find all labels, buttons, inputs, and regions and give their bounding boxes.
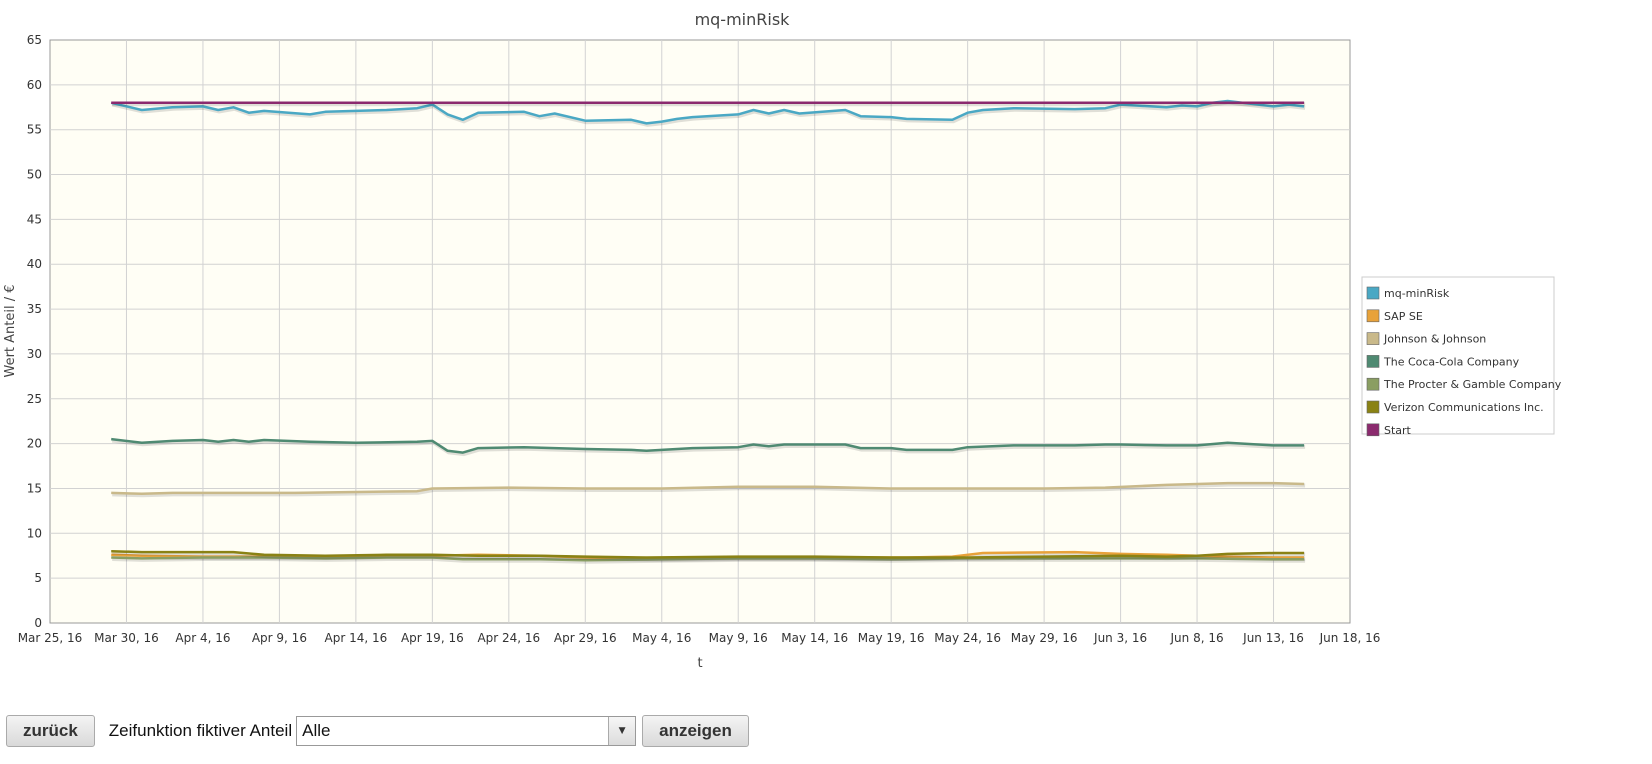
legend-item-label[interactable]: The Procter & Gamble Company <box>1383 378 1562 391</box>
y-tick-label: 10 <box>27 526 42 540</box>
legend[interactable]: mq-minRisk SAP SE Johnson & Johnson The Coc… <box>1361 276 1562 437</box>
chevron-down-icon[interactable]: ▼ <box>608 717 636 745</box>
x-tick-label: Apr 19, 16 <box>401 631 464 645</box>
x-tick-label: Apr 14, 16 <box>325 631 388 645</box>
x-tick-label: May 14, 16 <box>781 631 848 645</box>
y-axis-ticks: 0 5 10 15 20 25 30 35 40 45 50 55 60 65 <box>27 33 42 630</box>
time-function-value: Alle <box>302 721 331 740</box>
y-tick-label: 40 <box>27 257 42 271</box>
legend-item-label[interactable]: The Coca-Cola Company <box>1383 355 1520 368</box>
y-axis-label: Wert Anteil / € <box>3 284 18 377</box>
y-tick-label: 0 <box>34 616 42 630</box>
y-tick-label: 50 <box>27 168 42 182</box>
legend-swatch[interactable] <box>1366 355 1380 368</box>
y-tick-label: 25 <box>27 392 42 406</box>
x-tick-label: Apr 9, 16 <box>252 631 307 645</box>
series-line <box>111 437 1305 454</box>
legend-swatch[interactable] <box>1366 286 1380 300</box>
y-tick-label: 45 <box>27 212 42 226</box>
legend-swatch[interactable] <box>1366 400 1380 414</box>
legend-box <box>1361 276 1555 435</box>
x-tick-label: May 29, 16 <box>1011 631 1078 645</box>
legend-item-label[interactable]: SAP SE <box>1384 310 1423 323</box>
series-shadow <box>112 557 1306 564</box>
x-tick-label: Jun 18, 16 <box>1319 631 1381 645</box>
grid <box>50 40 1350 623</box>
legend-swatch[interactable] <box>1366 332 1380 345</box>
x-tick-label: May 4, 16 <box>632 631 691 645</box>
x-tick-label: Jun 8, 16 <box>1170 631 1224 645</box>
series-shadow <box>112 550 1306 562</box>
y-tick-label: 20 <box>27 437 42 451</box>
line-chart: mq-minRisk 0 5 10 15 20 25 30 35 40 45 50 55 60 65 Ma… <box>3 10 1562 671</box>
x-tick-label: May 24, 16 <box>934 631 1001 645</box>
series-shadow <box>112 482 1306 498</box>
x-tick-label: May 19, 16 <box>858 631 925 645</box>
y-tick-label: 30 <box>27 347 42 361</box>
x-tick-label: Mar 30, 16 <box>94 631 159 645</box>
time-function-select[interactable]: Alle ▼ <box>296 716 637 746</box>
legend-item-label[interactable]: mq-minRisk <box>1384 287 1450 300</box>
x-axis-ticks: Mar 25, 16 Mar 30, 16 Apr 4, 16 Apr 9, 16 Ap… <box>18 631 1381 645</box>
x-tick-label: Mar 25, 16 <box>18 631 83 645</box>
chart-title: mq-minRisk <box>695 10 791 29</box>
x-tick-label: Apr 24, 16 <box>477 631 540 645</box>
y-tick-label: 15 <box>27 481 42 495</box>
legend-item-label[interactable]: Start <box>1384 424 1412 437</box>
series-lines <box>110 99 1306 564</box>
back-button[interactable]: zurück <box>6 715 95 747</box>
legend-swatch[interactable] <box>1366 423 1380 437</box>
y-tick-label: 35 <box>27 302 42 316</box>
series-line <box>111 549 1305 559</box>
time-function-label: Zeifunktion fiktiver Anteil <box>108 721 293 740</box>
legend-item-label[interactable]: Verizon Communications Inc. <box>1384 401 1544 414</box>
x-tick-label: Jun 3, 16 <box>1093 631 1147 645</box>
control-bar: zurück Zeifunktion fiktiver Anteil Alle … <box>6 714 749 748</box>
x-tick-label: Jun 13, 16 <box>1242 631 1304 645</box>
x-tick-label: Apr 4, 16 <box>175 631 230 645</box>
series-line <box>110 99 1305 125</box>
legend-swatch[interactable] <box>1366 377 1380 391</box>
series-line <box>111 481 1305 496</box>
legend-item-label[interactable]: Johnson & Johnson <box>1383 333 1486 346</box>
x-axis-label: t <box>697 656 702 671</box>
series-shadow <box>111 438 1306 457</box>
x-tick-label: May 9, 16 <box>709 631 768 645</box>
series-line <box>111 556 1305 562</box>
y-tick-label: 65 <box>27 33 42 47</box>
show-button[interactable]: anzeigen <box>642 715 749 747</box>
y-tick-label: 55 <box>27 123 42 137</box>
x-tick-label: Apr 29, 16 <box>554 631 617 645</box>
y-tick-label: 60 <box>27 78 42 92</box>
series-shadow <box>111 100 1306 127</box>
plot-area <box>49 39 1351 624</box>
legend-swatch[interactable] <box>1366 309 1380 323</box>
y-tick-label: 5 <box>34 571 42 585</box>
